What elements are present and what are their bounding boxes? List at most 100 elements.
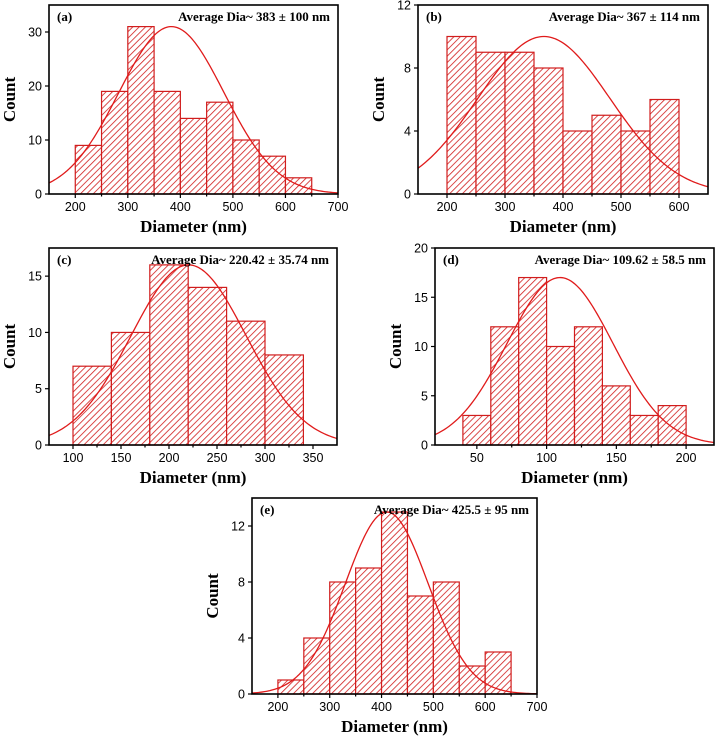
y-tick-label: 4 [238, 632, 245, 646]
histogram-bar [649, 98, 680, 195]
y-tick-label: 15 [414, 291, 428, 305]
x-tick-label: 200 [437, 200, 458, 214]
histogram-bar [629, 414, 659, 446]
gaussian-fit-curve [48, 264, 338, 440]
gaussian-fit-curve [417, 35, 709, 188]
histogram-bar [446, 35, 477, 195]
panel-label: (a) [57, 9, 72, 24]
x-tick-label: 600 [475, 700, 496, 714]
histogram-bar [153, 90, 181, 195]
y-tick-label: 0 [238, 688, 245, 702]
y-tick-label: 8 [404, 62, 411, 76]
histogram-bar [490, 326, 520, 446]
histogram-bar [562, 130, 593, 195]
histogram-panel: 200 300 400 500 600 700 0 4 8 12 Diameter (nm) Coun… [203, 497, 548, 736]
histogram-bar [179, 117, 208, 195]
y-tick-label: 15 [28, 270, 42, 284]
x-tick-label: 300 [319, 700, 340, 714]
x-axis-label: Diameter (nm) [510, 217, 617, 236]
histogram-bar [620, 130, 651, 195]
y-axis-label: Count [203, 573, 222, 619]
x-tick-label: 300 [495, 200, 516, 214]
histogram-bar [573, 326, 603, 446]
x-tick-label: 600 [275, 200, 296, 214]
histogram-bar [206, 101, 234, 195]
panel-label: (b) [426, 9, 442, 24]
histogram-bar [545, 345, 576, 446]
y-tick-label: 5 [35, 382, 42, 396]
y-tick-label: 4 [404, 125, 411, 139]
panel-label: (d) [443, 252, 459, 267]
y-tick-label: 30 [28, 26, 42, 40]
average-diameter-annotation: Average Dia~ 383 ± 100 nm [178, 9, 330, 24]
x-axis-label: Diameter (nm) [140, 217, 247, 236]
x-tick-label: 700 [527, 700, 548, 714]
x-tick-label: 300 [117, 200, 138, 214]
x-tick-label: 400 [170, 200, 191, 214]
y-tick-label: 8 [238, 576, 245, 590]
average-diameter-annotation: Average Dia~ 109.62 ± 58.5 nm [535, 252, 707, 267]
y-tick-label: 12 [397, 0, 411, 13]
histogram-bar [127, 26, 155, 195]
histogram-bar [462, 414, 492, 446]
x-tick-label: 50 [470, 451, 484, 465]
histogram-bar [100, 90, 129, 195]
histogram-bar [329, 581, 357, 695]
histogram-panel: 200 300 400 500 600 0 4 8 12 Diameter (nm) Count (b… [369, 0, 709, 236]
axis-frame [251, 497, 538, 695]
histogram-bar [380, 511, 409, 695]
y-axis-label: Count [0, 323, 19, 369]
gaussian-fit-curve [48, 25, 339, 194]
x-tick-label: 500 [611, 200, 632, 214]
y-tick-label: 10 [414, 340, 428, 354]
x-axis-label: Diameter (nm) [140, 468, 247, 487]
x-tick-label: 100 [63, 451, 84, 465]
histogram-panel: 200 300 400 500 600 700 0 10 20 30 Diameter (nm) Co… [0, 4, 349, 236]
x-tick-label: 200 [65, 200, 86, 214]
x-tick-label: 150 [111, 451, 132, 465]
histogram-bar [226, 320, 266, 446]
histogram-bar [504, 51, 535, 195]
x-tick-label: 700 [328, 200, 349, 214]
x-axis-label: Diameter (nm) [521, 468, 628, 487]
average-diameter-annotation: Average Dia~ 425.5 ± 95 nm [374, 502, 529, 517]
y-tick-label: 12 [231, 520, 245, 534]
histogram-bar [406, 595, 434, 695]
x-tick-label: 100 [536, 451, 557, 465]
histogram-panel: 50 100 150 200 0 5 10 15 20 Diameter (nm) Count (d)… [386, 242, 715, 487]
x-tick-label: 300 [255, 451, 276, 465]
y-tick-label: 0 [35, 439, 42, 453]
histogram-bar [533, 67, 564, 195]
panel-label: (c) [57, 252, 71, 267]
histogram-bar [110, 331, 151, 446]
histogram-bar [355, 567, 383, 695]
x-tick-label: 500 [222, 200, 243, 214]
panel-label: (e) [260, 502, 274, 517]
average-diameter-annotation: Average Dia~ 220.42 ± 35.74 nm [151, 252, 329, 267]
x-tick-label: 250 [207, 451, 228, 465]
gaussian-fit-curve [434, 276, 715, 444]
x-tick-label: 500 [423, 700, 444, 714]
gaussian-fit-curve [251, 511, 538, 695]
y-axis-label: Count [386, 323, 405, 369]
x-tick-label: 600 [669, 200, 690, 214]
x-tick-label: 200 [159, 451, 180, 465]
histogram-panel: 100 150 200 250 300 350 0 5 10 15 Diameter (nm) Cou… [0, 247, 338, 487]
histogram-bar [475, 51, 506, 195]
histogram-bar [432, 581, 460, 695]
histogram-bar [74, 144, 103, 195]
y-tick-label: 20 [28, 80, 42, 94]
x-tick-label: 400 [371, 700, 392, 714]
x-tick-label: 400 [553, 200, 574, 214]
histogram-bar [601, 385, 631, 446]
y-tick-label: 5 [421, 389, 428, 403]
y-tick-label: 10 [28, 134, 42, 148]
histogram-bar [518, 276, 548, 446]
y-axis-label: Count [369, 76, 388, 122]
x-tick-label: 200 [676, 451, 697, 465]
x-axis-label: Diameter (nm) [341, 717, 448, 736]
histogram-bar [187, 286, 228, 446]
y-tick-label: 0 [404, 188, 411, 202]
y-axis-label: Count [0, 76, 19, 122]
axis-frame [48, 4, 339, 195]
